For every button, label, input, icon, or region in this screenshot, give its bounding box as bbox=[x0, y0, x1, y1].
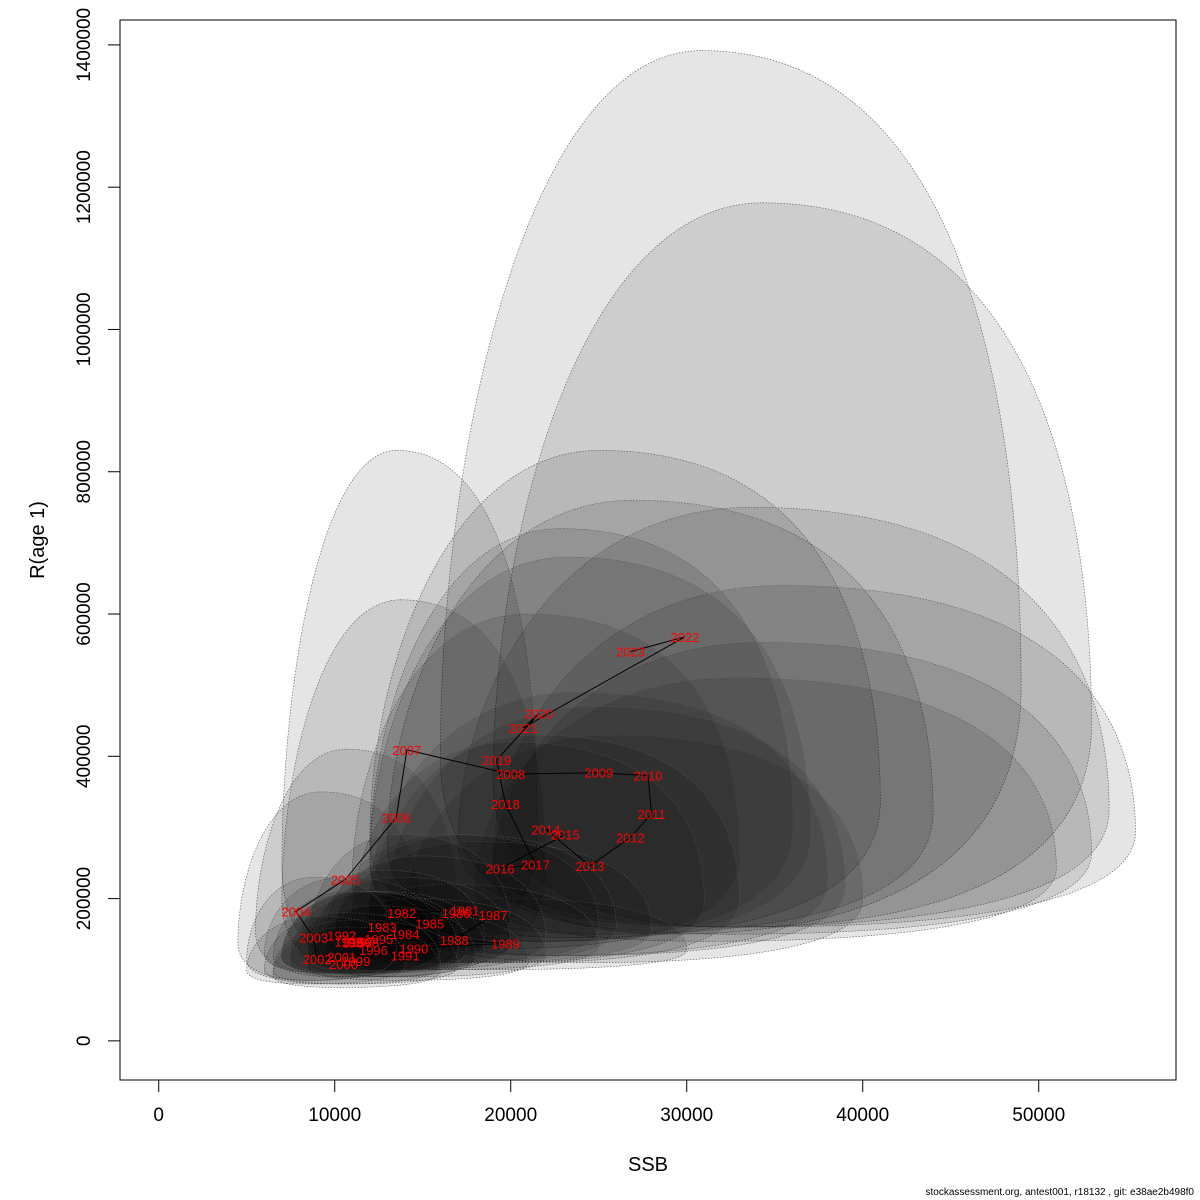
year-label-2018: 2018 bbox=[491, 797, 520, 812]
y-tick-label: 1200000 bbox=[74, 150, 95, 224]
confidence-region-2018 bbox=[352, 613, 740, 949]
year-label-1996: 1996 bbox=[359, 943, 388, 958]
confidence-region-2000 bbox=[272, 926, 441, 988]
confidence-region-2014 bbox=[369, 691, 828, 956]
year-label-1988: 1988 bbox=[440, 933, 469, 948]
year-label-1983: 1983 bbox=[368, 920, 397, 935]
confidence-region-2011 bbox=[492, 642, 1092, 935]
year-label-2023: 2023 bbox=[616, 645, 645, 660]
confidence-region-1993 bbox=[272, 891, 441, 974]
footer-credit: stockassessment.org, antest001, r18132 ,… bbox=[925, 1187, 1194, 1198]
year-label-1991: 1991 bbox=[391, 949, 420, 964]
confidence-region-2020 bbox=[369, 450, 881, 939]
confidence-region-1988 bbox=[325, 884, 600, 971]
year-label-2003: 2003 bbox=[299, 931, 328, 946]
year-label-1999: 1999 bbox=[341, 954, 370, 969]
confidence-region-2013 bbox=[404, 734, 864, 963]
confidence-region-2017 bbox=[369, 734, 740, 963]
year-label-2011: 2011 bbox=[638, 807, 666, 822]
year-label-1993: 1993 bbox=[334, 934, 363, 949]
year-label-2002: 2002 bbox=[303, 952, 332, 967]
year-label-2005: 2005 bbox=[331, 872, 360, 887]
confidence-region-1987 bbox=[334, 841, 652, 963]
year-label-2015: 2015 bbox=[551, 828, 580, 843]
confidence-region-2016 bbox=[352, 741, 705, 963]
confidence-region-2022 bbox=[440, 50, 1022, 935]
year-label-2004: 2004 bbox=[282, 904, 311, 919]
year-label-2017: 2017 bbox=[521, 857, 550, 872]
year-label-1992: 1992 bbox=[327, 929, 356, 944]
year-label-1989: 1989 bbox=[491, 936, 520, 951]
confidence-region-2021 bbox=[387, 499, 934, 935]
x-tick-label: 50000 bbox=[1012, 1105, 1065, 1126]
confidence-region-2007 bbox=[281, 450, 538, 971]
year-label-1985: 1985 bbox=[415, 916, 444, 931]
confidence-region-2023 bbox=[492, 202, 1092, 928]
x-tick-label: 0 bbox=[153, 1105, 164, 1126]
confidence-region-2015 bbox=[387, 706, 846, 956]
confidence-region-2009 bbox=[457, 507, 1110, 928]
year-label-1995: 1995 bbox=[364, 932, 393, 947]
year-label-2010: 2010 bbox=[634, 769, 663, 784]
year-label-2000: 2000 bbox=[329, 957, 358, 972]
year-label-2019: 2019 bbox=[482, 753, 511, 768]
confidence-regions bbox=[237, 50, 1136, 988]
year-label-2022: 2022 bbox=[670, 630, 699, 645]
trajectory-line bbox=[295, 636, 686, 965]
y-tick-label: 0 bbox=[74, 1036, 95, 1047]
year-label-1982: 1982 bbox=[387, 906, 416, 921]
year-label-2014: 2014 bbox=[531, 823, 560, 838]
confidence-region-2006 bbox=[281, 599, 547, 978]
year-label-1990: 1990 bbox=[399, 941, 428, 956]
y-tick-label: 1000000 bbox=[74, 292, 95, 366]
year-label-2012: 2012 bbox=[616, 830, 645, 845]
year-label-2021: 2021 bbox=[509, 721, 538, 736]
confidence-region-1989 bbox=[352, 898, 688, 971]
confidence-region-2010 bbox=[492, 585, 1136, 928]
year-label-2016: 2016 bbox=[486, 862, 515, 877]
x-tick-label: 20000 bbox=[484, 1105, 537, 1126]
year-label-2007: 2007 bbox=[392, 743, 421, 758]
year-label-2020: 2020 bbox=[524, 707, 553, 722]
confidence-region-1981 bbox=[334, 834, 617, 963]
year-label-1997: 1997 bbox=[345, 934, 374, 949]
y-axis: 0 200000 400000 600000 800000 1000000 1200000 1… bbox=[74, 8, 121, 1047]
year-label-2001: 2001 bbox=[327, 950, 356, 965]
year-label-1994: 1994 bbox=[341, 936, 370, 951]
x-axis: 0 10000 20000 30000 40000 50000 bbox=[153, 1079, 1065, 1126]
year-label-2006: 2006 bbox=[382, 810, 411, 825]
year-label-1987: 1987 bbox=[479, 908, 508, 923]
confidence-region-2002 bbox=[246, 916, 406, 985]
year-label-2013: 2013 bbox=[575, 859, 604, 874]
y-tick-label: 1400000 bbox=[74, 8, 95, 82]
year-label-1986: 1986 bbox=[442, 906, 471, 921]
year-label-1981: 1981 bbox=[450, 904, 479, 919]
y-tick-label: 800000 bbox=[74, 440, 95, 503]
x-tick-label: 30000 bbox=[660, 1105, 713, 1126]
x-axis-title: SSB bbox=[628, 1154, 668, 1176]
year-label-1984: 1984 bbox=[391, 927, 420, 942]
x-tick-label: 40000 bbox=[836, 1105, 889, 1126]
y-tick-label: 600000 bbox=[74, 582, 95, 645]
x-tick-label: 10000 bbox=[308, 1105, 361, 1126]
year-label-2008: 2008 bbox=[496, 767, 525, 782]
year-label-1998: 1998 bbox=[350, 935, 379, 950]
y-axis-title: R(age 1) bbox=[27, 501, 49, 579]
y-tick-label: 200000 bbox=[74, 867, 95, 930]
confidence-region-1991 bbox=[308, 912, 529, 981]
confidence-region-1990 bbox=[308, 898, 547, 978]
confidence-region-2019 bbox=[369, 556, 811, 942]
y-tick-label: 400000 bbox=[74, 725, 95, 788]
year-label-2009: 2009 bbox=[584, 766, 613, 781]
